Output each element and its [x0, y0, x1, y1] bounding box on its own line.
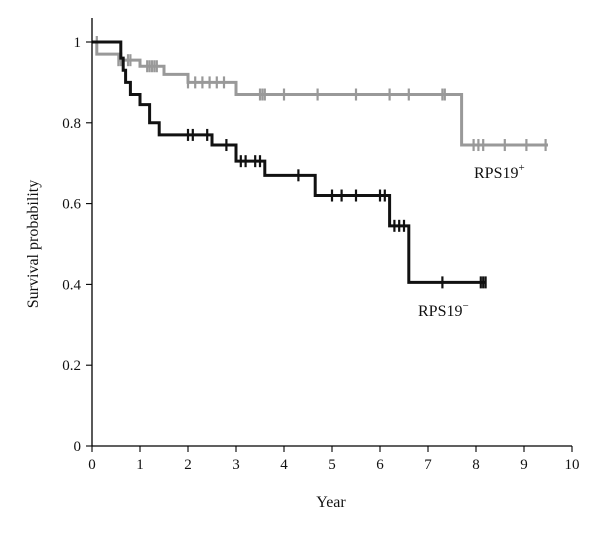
series-labels: RPS19+ RPS19− [418, 162, 525, 320]
y-axis-title: Survival probability [25, 180, 42, 308]
x-axis-title: Year [316, 494, 346, 511]
x-tick-label: 10 [565, 457, 580, 473]
x-tick-label: 5 [328, 457, 336, 473]
x-tick-label: 2 [184, 457, 192, 473]
series-rps19-negative [92, 40, 487, 289]
plot-area [92, 36, 548, 289]
x-tick-label: 8 [472, 457, 480, 473]
x-tick-label: 7 [424, 457, 432, 473]
y-axis-ticks: 0 0.2 0.4 0.6 0.8 1 [62, 35, 92, 455]
survival-curve [92, 40, 486, 284]
series-rps19-positive [92, 36, 548, 152]
x-tick-label: 1 [136, 457, 144, 473]
y-tick-label: 0.8 [62, 116, 81, 132]
series-label: RPS19+ [474, 162, 525, 182]
x-tick-label: 4 [280, 457, 288, 473]
y-tick-label: 0 [74, 439, 82, 455]
x-tick-label: 0 [88, 457, 96, 473]
axes: 0 1 2 3 4 5 6 7 8 9 10 0 0.2 0.4 0.6 0.8 1 [62, 18, 580, 473]
survival-curve [92, 40, 548, 147]
x-tick-label: 9 [520, 457, 528, 473]
y-tick-label: 0.6 [62, 197, 81, 213]
y-tick-label: 1 [74, 35, 82, 51]
y-tick-label: 0.4 [62, 277, 81, 293]
x-tick-label: 3 [232, 457, 240, 473]
x-tick-label: 6 [376, 457, 384, 473]
x-axis-ticks: 0 1 2 3 4 5 6 7 8 9 10 [88, 446, 580, 473]
series-label: RPS19− [418, 300, 469, 320]
y-tick-label: 0.2 [62, 358, 81, 374]
